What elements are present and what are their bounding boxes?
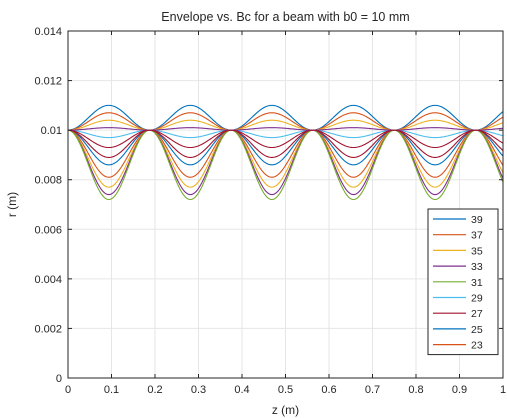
x-tick-label: 0.5 xyxy=(278,384,293,396)
legend: 39 37 35 33 31 29 27 25 23 xyxy=(427,208,499,356)
y-axis-label: r (m) xyxy=(5,192,19,217)
legend-label: 39 xyxy=(471,214,483,226)
y-tick-label: 0 xyxy=(56,373,62,385)
y-tick-label: 0.004 xyxy=(34,274,62,286)
series-line xyxy=(68,127,504,131)
series-line xyxy=(67,104,504,131)
plot-series xyxy=(67,104,504,201)
legend-label: 33 xyxy=(471,261,483,273)
x-tick-label: 0.6 xyxy=(321,384,336,396)
legend-label: 37 xyxy=(471,230,483,242)
x-tick-label: 0.9 xyxy=(452,384,467,396)
legend-label: 25 xyxy=(471,324,483,336)
series-line xyxy=(67,119,504,131)
series-line xyxy=(67,129,504,149)
x-tick-label: 0.2 xyxy=(147,384,162,396)
y-tick-label: 0.002 xyxy=(34,323,62,335)
legend-label: 29 xyxy=(471,293,483,305)
series-line xyxy=(67,129,504,158)
x-tick-label: 0.8 xyxy=(408,384,423,396)
chart-title: Envelope vs. Bc for a beam with b0 = 10 … xyxy=(161,10,409,24)
legend-label: 23 xyxy=(471,340,483,352)
x-tick-label: 0.4 xyxy=(234,384,249,396)
x-tick-label: 0.7 xyxy=(365,384,380,396)
y-tick-label: 0.006 xyxy=(34,224,62,236)
tick-labels: 0 0.1 0.2 0.3 0.4 0.5 0.6 0.7 0.8 0.9 1 0 0.002 0.004… xyxy=(34,26,506,396)
y-tick-label: 0.008 xyxy=(34,175,62,187)
series-line xyxy=(67,112,504,131)
series-line xyxy=(67,129,504,201)
x-axis-label: z (m) xyxy=(272,403,299,417)
legend-label: 35 xyxy=(471,245,483,257)
series-line xyxy=(67,129,504,178)
x-tick-label: 1 xyxy=(500,384,506,396)
series-line xyxy=(67,129,504,166)
legend-label: 31 xyxy=(471,277,483,289)
y-tick-label: 0.014 xyxy=(34,26,62,38)
y-tick-label: 0.012 xyxy=(34,76,62,88)
x-tick-label: 0 xyxy=(65,384,71,396)
x-tick-label: 0.3 xyxy=(191,384,206,396)
x-tick-label: 0.1 xyxy=(104,384,119,396)
legend-label: 27 xyxy=(471,308,483,320)
y-tick-label: 0.01 xyxy=(41,125,62,137)
series-line xyxy=(67,129,504,139)
axes xyxy=(67,30,504,379)
